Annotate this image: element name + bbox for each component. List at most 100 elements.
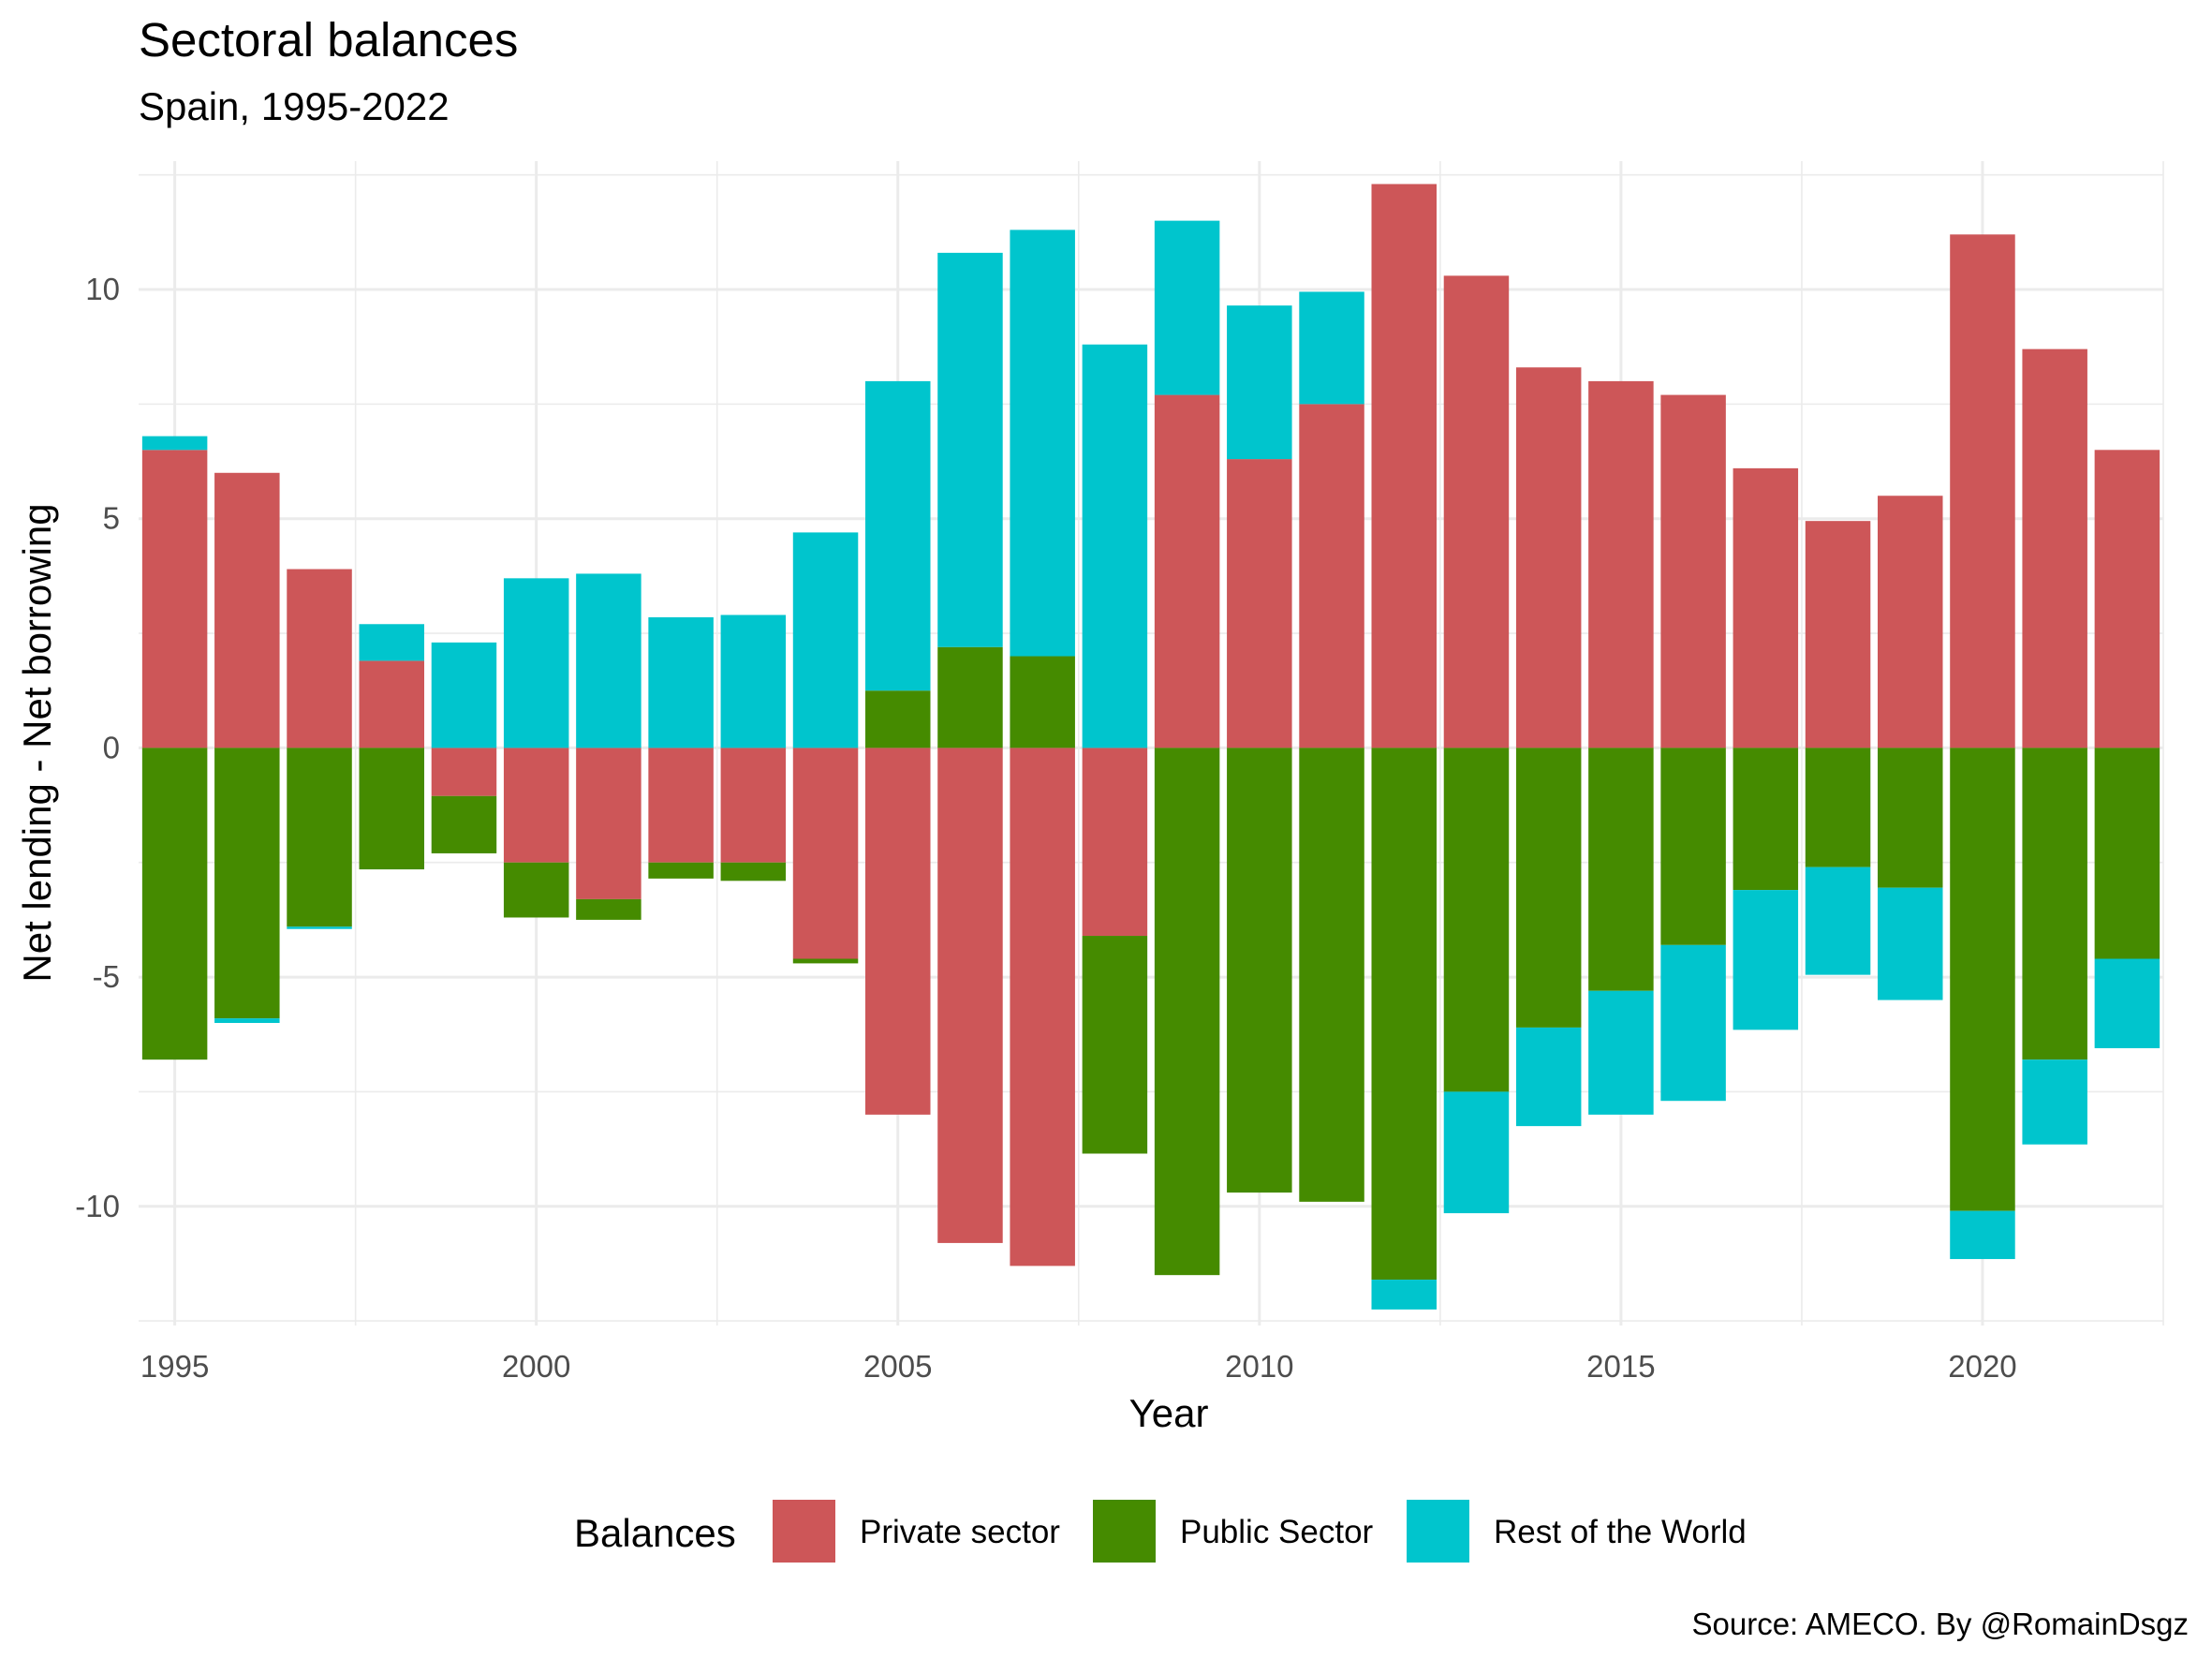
bar-rest-of-the-world-2004 <box>792 532 859 748</box>
bar-private-sector-2000 <box>503 748 569 863</box>
bar-public-sector-1999 <box>431 795 497 853</box>
bar-public-sector-2009 <box>1154 748 1220 1276</box>
bar-rest-of-the-world-2009 <box>1154 220 1220 395</box>
bar-private-sector-2013 <box>1443 275 1510 748</box>
bar-public-sector-2021 <box>2022 748 2087 1060</box>
bar-public-sector-1996 <box>214 748 280 1019</box>
bar-public-sector-2004 <box>792 958 859 964</box>
bar-rest-of-the-world-2022 <box>2094 958 2160 1048</box>
chart-caption: Source: AMECO. By @RomainDsgz <box>1692 1607 2190 1641</box>
bar-public-sector-2015 <box>1588 748 1654 991</box>
bar-public-sector-2005 <box>865 690 931 748</box>
bar-rest-of-the-world-2000 <box>503 578 569 748</box>
bar-rest-of-the-world-2006 <box>937 252 1003 647</box>
bar-public-sector-2002 <box>648 862 714 879</box>
y-tick-label: -5 <box>93 959 120 994</box>
bar-rest-of-the-world-2012 <box>1371 1280 1437 1310</box>
bar-rest-of-the-world-2002 <box>648 616 714 748</box>
bar-private-sector-2005 <box>865 748 931 1115</box>
bar-rest-of-the-world-2008 <box>1082 344 1148 748</box>
bar-rest-of-the-world-2018 <box>1805 867 1871 975</box>
bar-public-sector-2011 <box>1299 748 1364 1202</box>
x-tick-label: 1995 <box>140 1349 209 1384</box>
bar-public-sector-2010 <box>1227 748 1292 1193</box>
bar-public-sector-2003 <box>720 862 787 881</box>
bar-private-sector-1995 <box>141 450 208 748</box>
bar-private-sector-1999 <box>431 748 497 796</box>
bar-public-sector-2001 <box>576 898 641 920</box>
bar-public-sector-2006 <box>937 646 1003 748</box>
bar-rest-of-the-world-2017 <box>1733 890 1799 1030</box>
y-axis-ticks: -10 -5 0 5 10 <box>75 272 120 1223</box>
bar-rest-of-the-world-2021 <box>2022 1059 2087 1145</box>
bar-rest-of-the-world-2010 <box>1227 305 1292 460</box>
bar-private-sector-1996 <box>214 472 280 748</box>
bar-public-sector-2013 <box>1443 748 1510 1092</box>
bar-private-sector-2014 <box>1515 367 1582 748</box>
bar-public-sector-2018 <box>1805 748 1871 867</box>
legend-label-private-sector: Private sector <box>860 1514 1060 1550</box>
legend-key-public-sector <box>1093 1500 1156 1563</box>
bar-public-sector-2014 <box>1515 748 1582 1028</box>
y-tick-label: -10 <box>75 1189 120 1223</box>
y-axis-title: Net lending - Net borrowing <box>15 503 59 982</box>
bar-private-sector-2010 <box>1227 459 1292 748</box>
bar-public-sector-2000 <box>503 862 569 918</box>
bar-rest-of-the-world-1999 <box>431 642 497 748</box>
bar-private-sector-2004 <box>792 748 859 959</box>
bar-private-sector-2003 <box>720 748 787 863</box>
x-tick-label: 2010 <box>1225 1349 1293 1384</box>
bar-public-sector-1995 <box>141 748 208 1060</box>
bar-public-sector-2008 <box>1082 936 1148 1154</box>
legend-key-private-sector <box>773 1500 835 1563</box>
bar-private-sector-2006 <box>937 748 1003 1243</box>
bar-rest-of-the-world-1997 <box>287 926 352 929</box>
bar-rest-of-the-world-2016 <box>1660 944 1726 1102</box>
bar-public-sector-2007 <box>1010 656 1075 748</box>
x-tick-label: 2000 <box>502 1349 570 1384</box>
x-tick-label: 2015 <box>1586 1349 1655 1384</box>
bar-public-sector-1998 <box>359 748 424 870</box>
chart-title: Sectoral balances <box>139 13 518 67</box>
bar-private-sector-2019 <box>1878 496 1943 748</box>
bar-rest-of-the-world-2013 <box>1443 1091 1510 1214</box>
legend-label-public-sector: Public Sector <box>1180 1514 1374 1550</box>
bar-rest-of-the-world-2001 <box>576 573 641 748</box>
x-tick-label: 2005 <box>863 1349 932 1384</box>
bar-private-sector-2011 <box>1299 404 1364 748</box>
bar-private-sector-2001 <box>576 748 641 899</box>
bar-rest-of-the-world-2011 <box>1299 291 1364 405</box>
bar-private-sector-2016 <box>1660 394 1726 748</box>
x-axis-title: Year <box>1129 1391 1209 1435</box>
bar-rest-of-the-world-2015 <box>1588 990 1654 1115</box>
bar-private-sector-2015 <box>1588 380 1654 748</box>
legend-key-rest-of-the-world <box>1407 1500 1469 1563</box>
legend-title: Balances <box>574 1511 736 1555</box>
bar-public-sector-1997 <box>287 748 352 927</box>
bar-rest-of-the-world-2019 <box>1878 887 1943 1000</box>
bar-private-sector-2007 <box>1010 748 1075 1266</box>
legend-label-rest-of-the-world: Rest of the World <box>1494 1514 1747 1550</box>
chart-subtitle: Spain, 1995-2022 <box>139 84 450 128</box>
bar-rest-of-the-world-2007 <box>1010 230 1075 657</box>
bar-rest-of-the-world-2020 <box>1950 1210 2015 1260</box>
bars <box>141 184 2160 1310</box>
bar-private-sector-2009 <box>1154 394 1220 748</box>
bar-private-sector-1998 <box>359 660 424 748</box>
bar-rest-of-the-world-2014 <box>1515 1027 1582 1127</box>
bar-public-sector-2016 <box>1660 748 1726 945</box>
bar-public-sector-2017 <box>1733 748 1799 891</box>
x-axis-ticks: 1995 2000 2005 2010 2015 2020 <box>140 1349 2017 1384</box>
bar-public-sector-2022 <box>2094 748 2160 959</box>
bar-rest-of-the-world-2005 <box>865 380 931 691</box>
y-tick-label: 5 <box>103 501 120 536</box>
bar-rest-of-the-world-1995 <box>141 436 208 451</box>
bar-private-sector-2012 <box>1371 184 1437 748</box>
y-tick-label: 0 <box>103 730 120 764</box>
bar-rest-of-the-world-2003 <box>720 615 787 748</box>
x-tick-label: 2020 <box>1948 1349 2016 1384</box>
bar-private-sector-2017 <box>1733 467 1799 748</box>
bar-rest-of-the-world-1996 <box>214 1018 280 1024</box>
bar-public-sector-2019 <box>1878 748 1943 888</box>
